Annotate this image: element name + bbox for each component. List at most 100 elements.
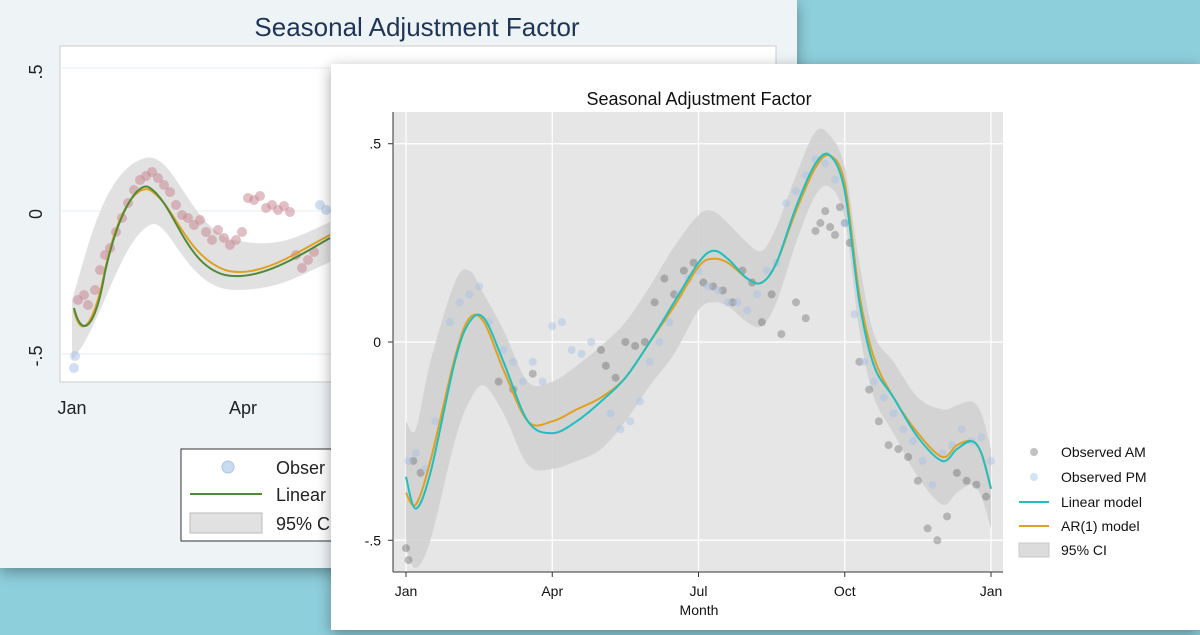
legend-marker-ci	[1018, 542, 1050, 558]
observed-am-point	[494, 377, 503, 386]
observed-pm-point	[509, 357, 518, 366]
background-point	[159, 180, 169, 190]
observed-am-point	[757, 318, 766, 327]
observed-am-point	[962, 476, 971, 485]
observed-am-point	[650, 298, 659, 307]
background-point	[207, 235, 217, 245]
observed-am-point	[913, 476, 922, 485]
background-point	[171, 200, 181, 210]
observed-pm-point	[860, 357, 869, 366]
observed-pm-point	[909, 437, 917, 446]
observed-am-point	[404, 556, 413, 565]
background-point	[201, 227, 211, 237]
observed-am-point	[874, 417, 883, 426]
y-tick-label: -.5	[365, 532, 382, 548]
background-y-tick-label: -.5	[26, 345, 46, 366]
foreground-chart-window: Seasonal Adjustment Factor Jan Apr Jul Oct J…	[331, 64, 1200, 630]
background-point	[83, 300, 93, 310]
x-tick-label: Apr	[541, 583, 563, 599]
observed-pm-point	[840, 219, 849, 228]
observed-pm-point	[957, 425, 966, 434]
observed-pm-point	[411, 449, 420, 458]
background-points	[69, 167, 331, 373]
background-point	[231, 235, 241, 245]
observed-pm-point	[977, 433, 986, 442]
observed-pm-point	[704, 282, 713, 291]
scatter-points	[402, 155, 995, 565]
observed-pm-point	[499, 345, 508, 354]
legend-label-linear-model: Linear model	[1061, 494, 1142, 510]
background-point	[95, 265, 105, 275]
observed-am-point	[894, 445, 903, 454]
model-lines	[405, 152, 992, 510]
observed-pm-point	[606, 409, 615, 418]
background-legend-label: 95% C	[276, 514, 330, 534]
observed-am-point	[933, 536, 942, 545]
observed-am-point	[597, 345, 605, 354]
legend-label-observed-pm: Observed PM	[1061, 469, 1147, 485]
background-point	[237, 227, 247, 237]
observed-pm-point	[636, 397, 644, 406]
legend-label-observed-am: Observed AM	[1061, 444, 1146, 460]
background-point	[69, 363, 79, 373]
observed-pm-point	[743, 306, 752, 315]
background-point	[285, 207, 295, 217]
observed-pm-point	[753, 290, 761, 299]
observed-pm-point	[792, 187, 800, 196]
observed-pm-point	[870, 377, 878, 386]
observed-am-point	[601, 361, 610, 370]
observed-am-point	[972, 480, 981, 489]
observed-am-point	[821, 207, 830, 216]
x-axis-title: Month	[680, 602, 719, 618]
observed-pm-point	[821, 159, 830, 168]
observed-pm-point	[889, 409, 898, 418]
observed-pm-point	[879, 393, 888, 402]
observed-am-point	[952, 468, 961, 477]
background-legend-marker	[221, 460, 235, 474]
observed-pm-point	[782, 199, 791, 208]
observed-pm-point	[616, 425, 625, 434]
x-tick-label: Jan	[980, 583, 1003, 599]
observed-am-point	[611, 373, 620, 382]
observed-pm-point	[445, 318, 454, 327]
background-point	[255, 191, 265, 201]
observed-am-point	[904, 453, 913, 461]
observed-pm-point	[928, 480, 937, 489]
observed-am-point	[792, 298, 800, 307]
observed-am-point	[679, 266, 688, 275]
observed-pm-point	[465, 290, 474, 299]
observed-am-point	[640, 338, 649, 346]
background-y-tick-label: 0	[26, 209, 46, 219]
background-linear-line	[73, 185, 331, 327]
background-legend-label: Obser	[276, 458, 325, 478]
observed-am-point	[923, 524, 932, 533]
background-point	[195, 215, 205, 225]
background-legend-marker	[189, 512, 263, 534]
chart-title: Seasonal Adjustment Factor	[586, 89, 811, 109]
observed-am-point	[835, 203, 844, 212]
legend-label-ar1-model: AR(1) model	[1061, 518, 1140, 534]
linear-model-line	[405, 152, 992, 510]
background-point	[303, 255, 313, 265]
observed-pm-point	[587, 338, 596, 346]
observed-am-point	[801, 314, 810, 323]
observed-pm-point	[548, 322, 557, 331]
axes: Jan Apr Jul Oct Jan .5 0 -.5	[365, 112, 1003, 599]
observed-am-point	[826, 223, 835, 231]
seasonal-adjustment-chart: Seasonal Adjustment Factor Jan Apr Jul Oct J…	[365, 89, 1147, 618]
background-x-tick-label: Jan	[57, 398, 86, 418]
x-tick-label: Oct	[834, 583, 856, 599]
observed-pm-point	[431, 417, 440, 426]
observed-pm-point	[987, 456, 995, 465]
observed-pm-point	[762, 266, 771, 275]
observed-pm-point	[519, 377, 527, 386]
observed-am-point	[865, 385, 874, 394]
observed-pm-point	[723, 298, 732, 307]
observed-am-point	[831, 230, 839, 239]
observed-am-point	[884, 441, 893, 450]
observed-am-point	[982, 492, 991, 501]
background-ar1-line	[73, 188, 331, 328]
background-point	[219, 233, 229, 243]
observed-am-point	[528, 369, 537, 378]
background-point	[90, 285, 100, 295]
